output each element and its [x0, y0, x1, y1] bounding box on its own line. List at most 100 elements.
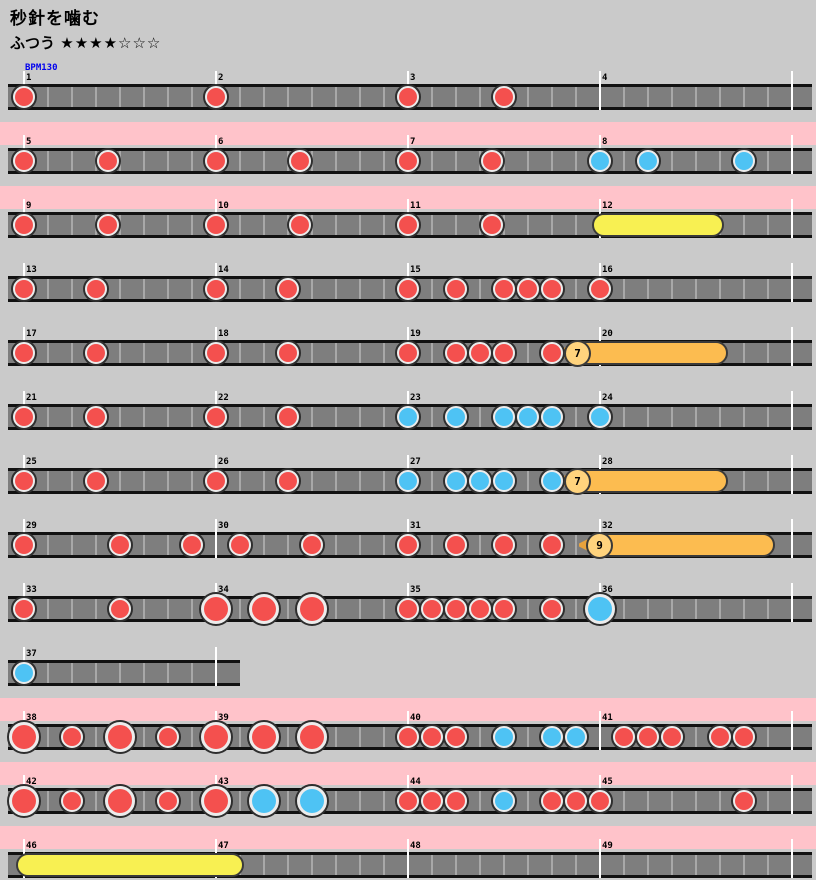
drumroll-bar: [592, 213, 724, 237]
don-core: [99, 216, 117, 234]
beat-divider: [695, 791, 697, 811]
measure-line: [791, 71, 793, 110]
don-core: [495, 280, 513, 298]
beat-divider: [623, 87, 625, 107]
beat-divider: [263, 151, 265, 171]
don-note: [443, 532, 469, 558]
don-core: [207, 344, 225, 362]
don-note: [11, 596, 37, 622]
don-note: [287, 212, 313, 238]
beat-divider: [383, 215, 385, 235]
don-note: [395, 596, 421, 622]
ka-note: [491, 788, 517, 814]
measure-number: 3: [410, 73, 416, 83]
don-note: [539, 788, 565, 814]
measure-line: [791, 839, 793, 878]
beat-divider: [335, 471, 337, 491]
don-note: [419, 724, 445, 750]
don-note-big: [199, 720, 233, 754]
beat-divider: [335, 855, 337, 875]
beat-divider: [743, 855, 745, 875]
beat-divider: [239, 87, 241, 107]
don-core: [567, 792, 585, 810]
don-core: [63, 792, 81, 810]
don-core: [87, 344, 105, 362]
beat-divider: [239, 471, 241, 491]
beat-divider: [359, 279, 361, 299]
beat-divider: [335, 599, 337, 619]
ka-note: [539, 468, 565, 494]
don-core: [495, 344, 513, 362]
ka-note: [539, 724, 565, 750]
ka-core: [447, 408, 465, 426]
don-core: [207, 472, 225, 490]
measure-number: 43: [218, 777, 229, 787]
beat-divider: [743, 471, 745, 491]
gogo-time-band: [0, 826, 816, 849]
don-core: [543, 280, 561, 298]
beat-divider: [383, 855, 385, 875]
measure-number: 31: [410, 521, 421, 531]
measure-line: [791, 135, 793, 174]
don-note: [395, 532, 421, 558]
beat-divider: [695, 151, 697, 171]
don-core: [204, 789, 228, 813]
don-note: [587, 788, 613, 814]
don-core: [447, 792, 465, 810]
ka-core: [399, 472, 417, 490]
beat-divider: [119, 279, 121, 299]
beat-divider: [359, 791, 361, 811]
beat-divider: [143, 471, 145, 491]
ka-core: [300, 789, 324, 813]
ka-note: [491, 468, 517, 494]
beat-divider: [743, 279, 745, 299]
beat-divider: [119, 87, 121, 107]
measure-number: 48: [410, 841, 421, 851]
ka-note: [587, 404, 613, 430]
ka-note-big: [247, 784, 281, 818]
ka-note: [539, 404, 565, 430]
measure-number: 20: [602, 329, 613, 339]
don-note: [11, 468, 37, 494]
don-note: [203, 468, 229, 494]
beat-divider: [671, 599, 673, 619]
ka-core: [495, 728, 513, 746]
don-note: [491, 596, 517, 622]
don-note: [395, 84, 421, 110]
don-note: [203, 84, 229, 110]
beat-divider: [263, 87, 265, 107]
don-core: [543, 600, 561, 618]
beat-divider: [287, 727, 289, 747]
don-note: [395, 340, 421, 366]
beat-divider: [623, 151, 625, 171]
beat-divider: [71, 599, 73, 619]
don-note: [491, 532, 517, 558]
don-core: [399, 344, 417, 362]
beat-divider: [527, 535, 529, 555]
beat-divider: [575, 407, 577, 427]
beat-divider: [239, 791, 241, 811]
beat-divider: [695, 407, 697, 427]
beat-divider: [47, 279, 49, 299]
don-note: [731, 788, 757, 814]
don-note: [707, 724, 733, 750]
measure-line: [791, 711, 793, 750]
measure-line: [791, 455, 793, 494]
beat-divider: [167, 151, 169, 171]
beat-divider: [383, 791, 385, 811]
don-core: [183, 536, 201, 554]
beat-divider: [143, 727, 145, 747]
beat-divider: [767, 471, 769, 491]
measure-number: 1: [26, 73, 32, 83]
measure-number: 46: [26, 841, 37, 851]
beat-divider: [95, 535, 97, 555]
beat-divider: [671, 855, 673, 875]
don-note: [287, 148, 313, 174]
don-note: [11, 148, 37, 174]
don-core: [471, 600, 489, 618]
beat-divider: [239, 343, 241, 363]
beat-divider: [383, 599, 385, 619]
don-note: [11, 404, 37, 430]
beat-divider: [383, 279, 385, 299]
beat-divider: [647, 855, 649, 875]
